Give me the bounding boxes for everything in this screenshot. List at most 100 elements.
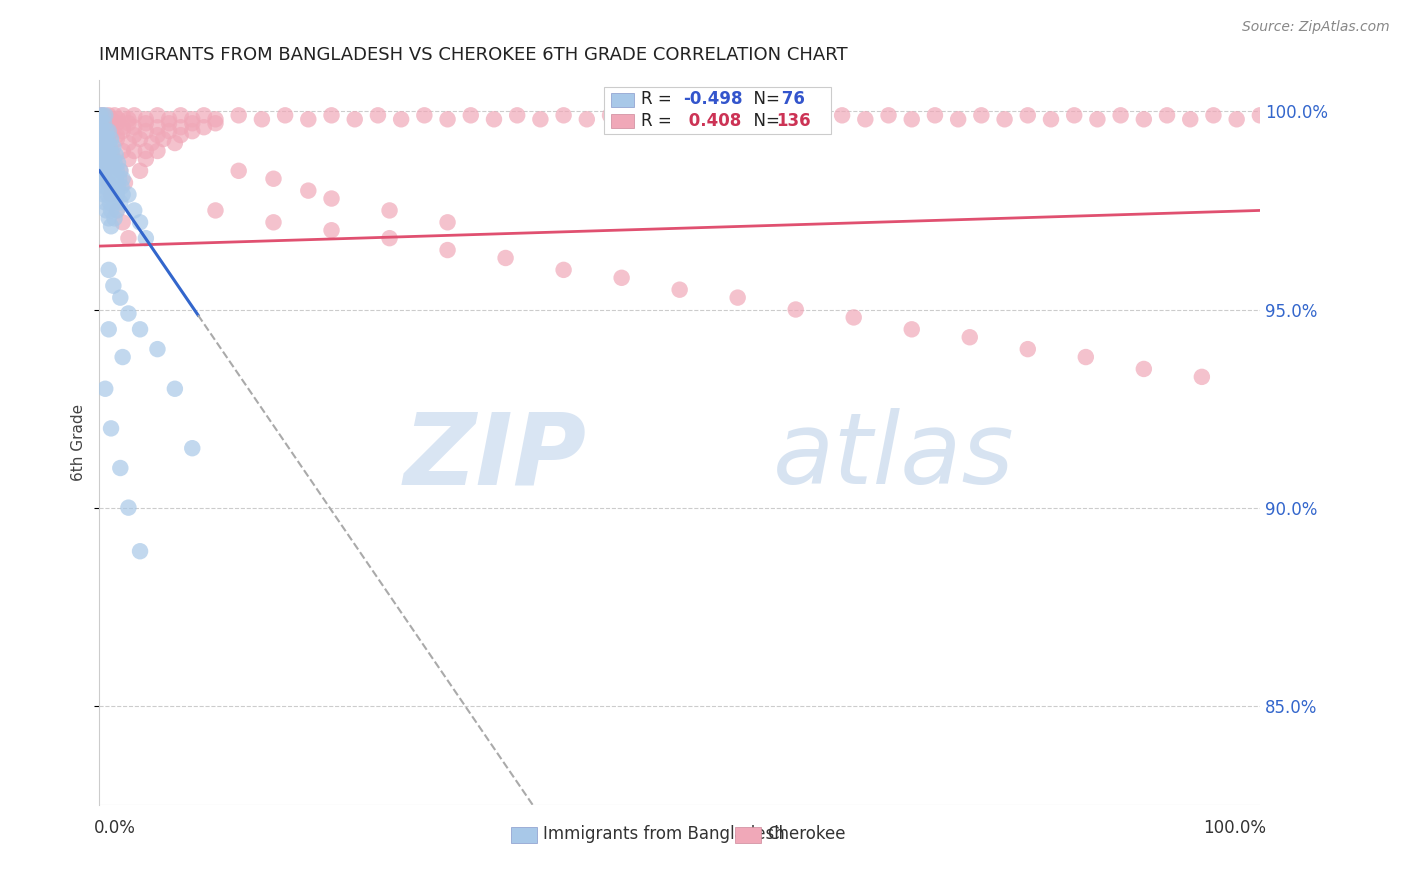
Point xyxy=(993,112,1015,127)
Point xyxy=(97,171,120,186)
Text: atlas: atlas xyxy=(772,409,1014,505)
Point xyxy=(98,179,121,194)
Point xyxy=(94,382,117,396)
Point xyxy=(91,108,114,122)
FancyBboxPatch shape xyxy=(612,93,634,107)
Point xyxy=(97,108,120,122)
Point xyxy=(111,171,134,186)
Point xyxy=(506,108,529,122)
Point xyxy=(146,120,169,135)
Point xyxy=(111,120,134,135)
Point xyxy=(785,302,807,317)
Point xyxy=(89,108,111,122)
Point xyxy=(1063,108,1085,122)
Point xyxy=(853,112,876,127)
Point xyxy=(104,148,127,162)
Point xyxy=(575,112,598,127)
Point xyxy=(96,179,118,194)
Point xyxy=(108,171,131,186)
Point xyxy=(90,132,112,146)
Point xyxy=(610,270,633,285)
Point xyxy=(105,116,128,130)
Point xyxy=(110,461,132,475)
Point xyxy=(1074,350,1097,364)
Point xyxy=(93,116,115,130)
Point xyxy=(900,112,922,127)
Point xyxy=(94,171,117,186)
Point xyxy=(91,116,114,130)
Point xyxy=(117,306,139,320)
Point xyxy=(193,120,215,135)
Point xyxy=(785,108,807,122)
Point xyxy=(90,163,112,178)
Point xyxy=(110,163,132,178)
Point xyxy=(103,211,125,226)
Point xyxy=(321,192,343,206)
Point xyxy=(96,203,118,218)
Point xyxy=(129,215,152,229)
Point xyxy=(146,108,169,122)
Point xyxy=(321,223,343,237)
Point xyxy=(129,544,152,558)
Point xyxy=(91,179,114,194)
Point xyxy=(91,152,114,166)
Point xyxy=(111,215,134,229)
Point xyxy=(117,116,139,130)
Point xyxy=(90,108,112,122)
Point xyxy=(91,108,114,122)
Point xyxy=(135,112,157,127)
Point xyxy=(94,148,117,162)
Point xyxy=(105,203,128,218)
Text: ZIP: ZIP xyxy=(404,409,586,505)
Point xyxy=(1133,112,1156,127)
Point xyxy=(668,283,690,297)
Point xyxy=(181,116,204,130)
Point xyxy=(146,128,169,143)
Point xyxy=(89,124,111,138)
Point xyxy=(111,350,134,364)
Point xyxy=(103,140,125,154)
Point xyxy=(90,148,112,162)
Point xyxy=(94,120,117,135)
Point xyxy=(98,195,121,210)
Point xyxy=(100,156,122,170)
Y-axis label: 6th Grade: 6th Grade xyxy=(72,404,86,481)
Point xyxy=(378,231,401,245)
Point xyxy=(135,116,157,130)
Point xyxy=(111,108,134,122)
Point xyxy=(1226,112,1249,127)
Point xyxy=(1249,108,1271,122)
Point xyxy=(114,176,136,190)
Point xyxy=(129,322,152,336)
Point xyxy=(436,215,458,229)
Point xyxy=(163,382,186,396)
Point xyxy=(103,278,125,293)
Point xyxy=(94,163,117,178)
Point xyxy=(117,187,139,202)
Text: 100.0%: 100.0% xyxy=(1202,820,1265,838)
Point xyxy=(97,263,120,277)
Point xyxy=(96,132,118,146)
Point xyxy=(141,136,163,150)
Point xyxy=(105,187,128,202)
Point xyxy=(100,120,122,135)
Point xyxy=(157,112,180,127)
Point xyxy=(714,112,737,127)
Point xyxy=(1040,112,1063,127)
Text: N=: N= xyxy=(744,89,780,108)
Point xyxy=(117,136,139,150)
Point xyxy=(117,500,139,515)
Point xyxy=(97,176,120,190)
Point xyxy=(807,112,830,127)
Point xyxy=(107,179,129,194)
Point xyxy=(117,152,139,166)
Point xyxy=(146,342,169,356)
Text: 76: 76 xyxy=(776,89,804,108)
Point xyxy=(727,291,749,305)
Point xyxy=(831,108,853,122)
Point xyxy=(103,152,125,166)
Point xyxy=(367,108,389,122)
Point xyxy=(645,108,668,122)
Point xyxy=(668,112,690,127)
Point xyxy=(122,108,145,122)
